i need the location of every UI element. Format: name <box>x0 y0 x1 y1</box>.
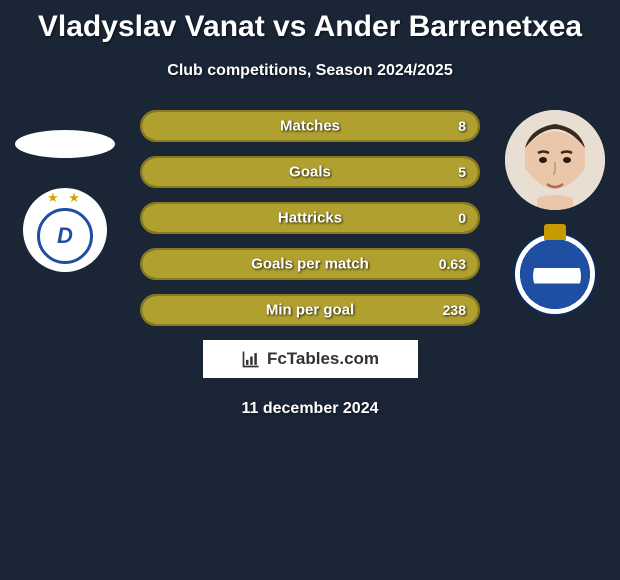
bar-value-right: 0.63 <box>439 256 466 272</box>
site-logo[interactable]: FcTables.com <box>203 340 418 378</box>
player-right-column <box>500 110 610 316</box>
bar-value-right: 8 <box>458 118 466 134</box>
comparison-title: Vladyslav Vanat vs Ander Barrenetxea <box>0 0 620 44</box>
bar-label: Min per goal <box>266 302 354 319</box>
comparison-date: 11 december 2024 <box>0 400 620 418</box>
bar-label: Goals per match <box>251 256 369 273</box>
stat-bar: Goals 5 <box>140 156 480 188</box>
stat-bar: Matches 8 <box>140 110 480 142</box>
club-right-badge-wrap <box>500 232 610 316</box>
comparison-bars: Matches 8 Goals 5 Hattricks 0 Goals per match 0… <box>140 110 480 326</box>
player-right-avatar <box>505 110 605 210</box>
stat-bar: Min per goal 238 <box>140 294 480 326</box>
club-right-badge <box>513 232 597 316</box>
player-face-icon <box>505 110 605 210</box>
dynamo-letter-icon: D <box>37 208 93 264</box>
stat-bar: Hattricks 0 <box>140 202 480 234</box>
comparison-subtitle: Club competitions, Season 2024/2025 <box>0 62 620 80</box>
sociedad-flag-icon <box>533 252 581 300</box>
bar-fill-right <box>310 158 478 186</box>
bar-fill-left <box>142 158 310 186</box>
club-left-badge-wrap: D <box>10 188 120 272</box>
bar-value-right: 5 <box>458 164 466 180</box>
stat-bar: Goals per match 0.63 <box>140 248 480 280</box>
bar-label: Goals <box>289 164 331 181</box>
player-left-column: D <box>10 110 120 272</box>
site-logo-text: FcTables.com <box>267 349 379 369</box>
player-left-avatar <box>15 130 115 158</box>
bar-value-right: 238 <box>443 302 466 318</box>
bar-label: Matches <box>280 118 340 135</box>
comparison-content: D Matches8Goals5Hattricks0Go <box>0 110 620 418</box>
bar-label: Hattricks <box>278 210 342 227</box>
club-left-badge: D <box>23 188 107 272</box>
bar-value-right: 0 <box>458 210 466 226</box>
chart-icon <box>241 349 261 369</box>
